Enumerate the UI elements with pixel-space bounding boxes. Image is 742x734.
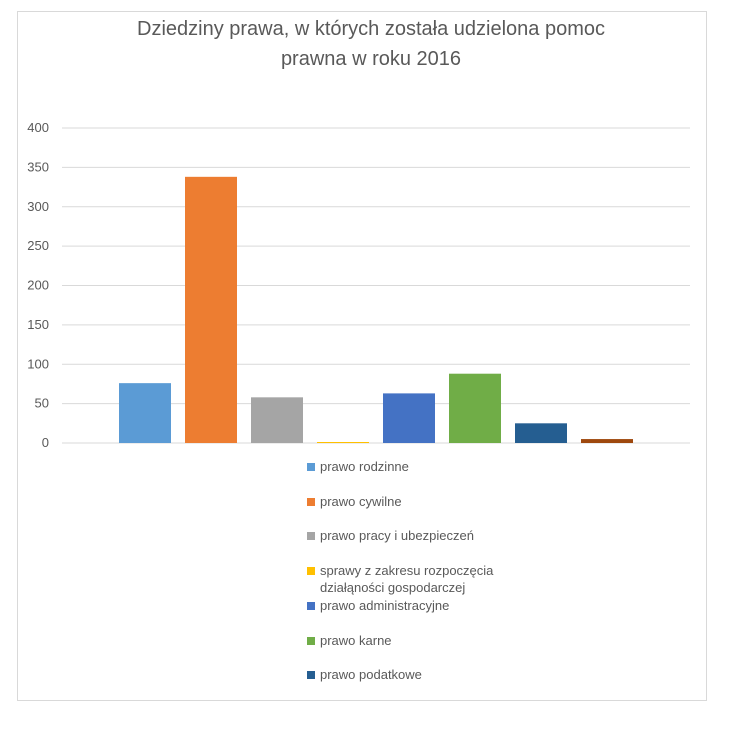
bar-3 (251, 397, 303, 443)
legend-swatch (307, 602, 315, 610)
legend-swatch (307, 498, 315, 506)
y-tick-label: 400 (27, 120, 49, 135)
legend-label-line: prawo rodzinne (320, 459, 409, 474)
bar-5 (383, 393, 435, 443)
legend-label-line: prawo administracyjne (320, 598, 450, 613)
bar-1 (119, 383, 171, 443)
legend-label-line: prawo cywilne (320, 494, 402, 509)
legend-label-line: sprawy z zakresu rozpoczęcia (320, 563, 494, 578)
legend-label: prawo rodzinne (320, 458, 520, 475)
chart-title-line-1: Dziedziny prawa, w których została udzie… (137, 18, 605, 40)
legend-label-line: prawo karne (320, 633, 392, 648)
legend-item: prawo rodzinne (307, 458, 520, 475)
y-tick-label: 250 (27, 238, 49, 253)
legend-item: prawo karne (307, 632, 520, 649)
chart-title-line-2: prawna w roku 2016 (280, 48, 462, 70)
legend-label-line: prawo pracy i ubezpieczeń (320, 528, 474, 543)
legend-label: sprawy z zakresu rozpoczęcia działąności … (320, 562, 520, 596)
chart-title: Dziedziny prawa, w których została udzie… (0, 14, 742, 74)
legend-item: sprawy z zakresu rozpoczęcia działąności … (307, 562, 520, 596)
y-tick-label: 50 (35, 396, 49, 411)
legend-label: prawo administracyjne (320, 597, 520, 614)
chart-frame (17, 11, 707, 701)
bar-7 (515, 423, 567, 443)
legend-label: prawo cywilne (320, 493, 520, 510)
legend-swatch (307, 671, 315, 679)
bar-8 (581, 439, 633, 443)
legend-swatch (307, 637, 315, 645)
bar-6 (449, 373, 501, 443)
y-tick-label: 0 (42, 435, 49, 450)
legend-item: prawo podatkowe (307, 666, 520, 683)
y-tick-label: 150 (27, 317, 49, 332)
legend-label: prawo pracy i ubezpieczeń (320, 527, 520, 544)
legend-label-line: działąności gospodarczej (320, 580, 466, 595)
y-tick-label: 100 (27, 356, 49, 371)
y-tick-label: 300 (27, 199, 49, 214)
legend-label: prawo podatkowe (320, 666, 520, 683)
legend-swatch (307, 463, 315, 471)
y-tick-label: 350 (27, 159, 49, 174)
bar-4 (317, 442, 369, 443)
legend-swatch (307, 532, 315, 540)
bar-2 (185, 176, 237, 443)
legend-item: prawo administracyjne (307, 597, 520, 614)
legend-label: prawo karne (320, 632, 520, 649)
y-tick-label: 200 (27, 278, 49, 293)
legend-item: prawo cywilne (307, 493, 520, 510)
legend-label-line: prawo podatkowe (320, 667, 422, 682)
legend-item: prawo pracy i ubezpieczeń (307, 527, 520, 544)
legend-swatch (307, 567, 315, 575)
